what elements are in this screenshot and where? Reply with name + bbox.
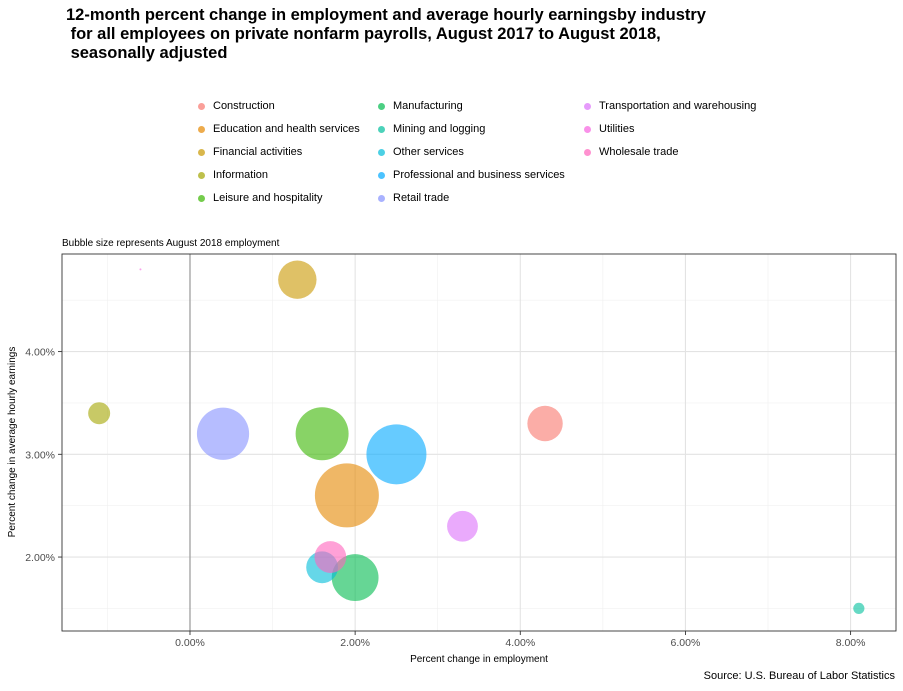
bubbles	[88, 260, 865, 615]
x-axis-title: Percent change in employment	[410, 654, 548, 665]
legend-item: Utilities	[584, 120, 634, 138]
minor-gridlines	[62, 254, 896, 631]
legend-item: Leisure and hospitality	[198, 189, 322, 207]
legend-label: Transportation and warehousing	[599, 100, 757, 112]
legend-key	[198, 102, 205, 110]
legend-label: Financial activities	[213, 146, 303, 158]
legend-label: Education and health services	[213, 123, 360, 135]
legend-key	[378, 194, 385, 202]
bubble-education-and-health-services	[314, 463, 379, 528]
legend-item: Financial activities	[198, 143, 302, 161]
legend-key	[378, 171, 385, 179]
legend-label: Manufacturing	[393, 100, 463, 112]
legend-key	[584, 125, 591, 133]
bubble-construction	[527, 405, 563, 442]
legend-key	[198, 148, 205, 156]
legend-item: Professional and business services	[378, 166, 565, 184]
y-tick-label: 3.00%	[25, 449, 55, 461]
chart-title: 12-month percent change in employment an…	[66, 6, 706, 62]
legend-label: Utilities	[599, 123, 635, 135]
legend-label: Construction	[213, 100, 275, 112]
legend-item: Mining and logging	[378, 120, 485, 138]
legend-item: Other services	[378, 143, 464, 161]
bubble-transportation-and-warehousing	[447, 510, 478, 542]
legend-key	[378, 148, 385, 156]
legend: Construction Education and health service…	[198, 97, 838, 212]
legend-key	[198, 194, 205, 202]
bubble-financial-activities	[278, 260, 317, 299]
legend-key	[584, 148, 591, 156]
y-tick-label: 4.00%	[25, 347, 55, 359]
x-axis: 0.00% 2.00% 4.00% 6.00% 8.00%	[175, 631, 865, 649]
legend-item: Construction	[198, 97, 275, 115]
legend-label: Leisure and hospitality	[213, 192, 323, 204]
major-gridlines	[62, 254, 896, 631]
legend-label: Information	[213, 169, 269, 181]
legend-item: Information	[198, 166, 268, 184]
legend-item: Transportation and warehousing	[584, 97, 756, 115]
x-tick-label: 4.00%	[505, 637, 535, 649]
source-caption: Source: U.S. Bureau of Labor Statistics	[703, 670, 895, 682]
bubble-professional-and-business-services	[366, 424, 427, 485]
legend-key	[378, 102, 385, 110]
x-tick-label: 2.00%	[340, 637, 370, 649]
x-tick-label: 0.00%	[175, 637, 205, 649]
legend-item: Manufacturing	[378, 97, 463, 115]
bubble-utilities	[139, 268, 142, 271]
plot-border	[61, 253, 897, 632]
legend-label: Wholesale trade	[599, 146, 679, 158]
legend-label: Mining and logging	[393, 123, 486, 135]
y-axis: 2.00% 3.00% 4.00%	[25, 347, 62, 564]
x-tick-label: 8.00%	[836, 637, 866, 649]
legend-key	[584, 102, 591, 110]
legend-item: Retail trade	[378, 189, 449, 207]
bubble-retail-trade	[196, 407, 250, 460]
legend-item: Wholesale trade	[584, 143, 679, 161]
plot-panel	[62, 254, 896, 631]
legend-key	[378, 125, 385, 133]
y-tick-label: 2.00%	[25, 552, 55, 564]
y-axis-title: Percent change in average hourly earning…	[7, 347, 18, 538]
legend-label: Professional and business services	[393, 169, 565, 181]
chart-subtitle: Bubble size represents August 2018 emplo…	[62, 238, 280, 249]
legend-item: Education and health services	[198, 120, 360, 138]
legend-label: Other services	[393, 146, 464, 158]
bubble-leisure-and-hospitality	[295, 407, 349, 461]
bubble-information	[88, 402, 111, 425]
bubble-wholesale-trade	[314, 541, 347, 573]
legend-label: Retail trade	[393, 192, 450, 204]
legend-key	[198, 171, 205, 179]
legend-key	[198, 125, 205, 133]
x-tick-label: 6.00%	[671, 637, 701, 649]
bubble-mining-and-logging	[853, 602, 865, 615]
